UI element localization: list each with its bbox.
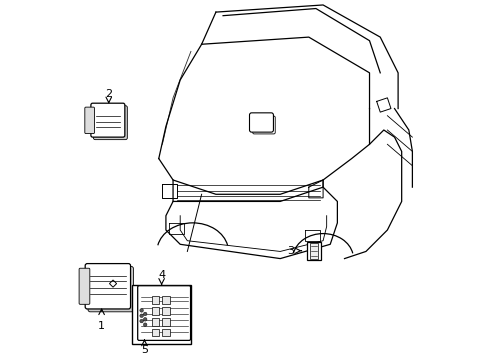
Text: 2: 2 [105, 89, 112, 99]
Text: 4: 4 [158, 270, 165, 280]
FancyBboxPatch shape [88, 266, 133, 312]
FancyBboxPatch shape [249, 113, 273, 132]
Text: 5: 5 [141, 345, 148, 355]
Bar [151, 329, 159, 337]
Bar [151, 296, 159, 304]
Circle shape [143, 312, 147, 316]
Bar [151, 318, 159, 326]
Text: 3: 3 [287, 246, 294, 256]
Bar [306, 242, 320, 260]
Text: 1: 1 [98, 321, 105, 331]
Bar [162, 318, 170, 326]
Bar [162, 329, 170, 337]
FancyBboxPatch shape [85, 264, 130, 309]
Bar [162, 307, 170, 315]
Bar [132, 285, 190, 344]
Circle shape [140, 314, 143, 318]
Circle shape [140, 309, 143, 312]
FancyBboxPatch shape [93, 106, 127, 140]
Circle shape [143, 323, 147, 327]
Polygon shape [376, 98, 390, 112]
Bar [309, 243, 317, 259]
FancyBboxPatch shape [91, 103, 124, 137]
FancyBboxPatch shape [84, 107, 94, 134]
Circle shape [140, 319, 143, 323]
Bar [162, 296, 170, 304]
Circle shape [143, 318, 147, 321]
FancyBboxPatch shape [252, 116, 275, 134]
Bar [151, 307, 159, 315]
FancyBboxPatch shape [138, 286, 190, 341]
FancyBboxPatch shape [79, 268, 90, 304]
